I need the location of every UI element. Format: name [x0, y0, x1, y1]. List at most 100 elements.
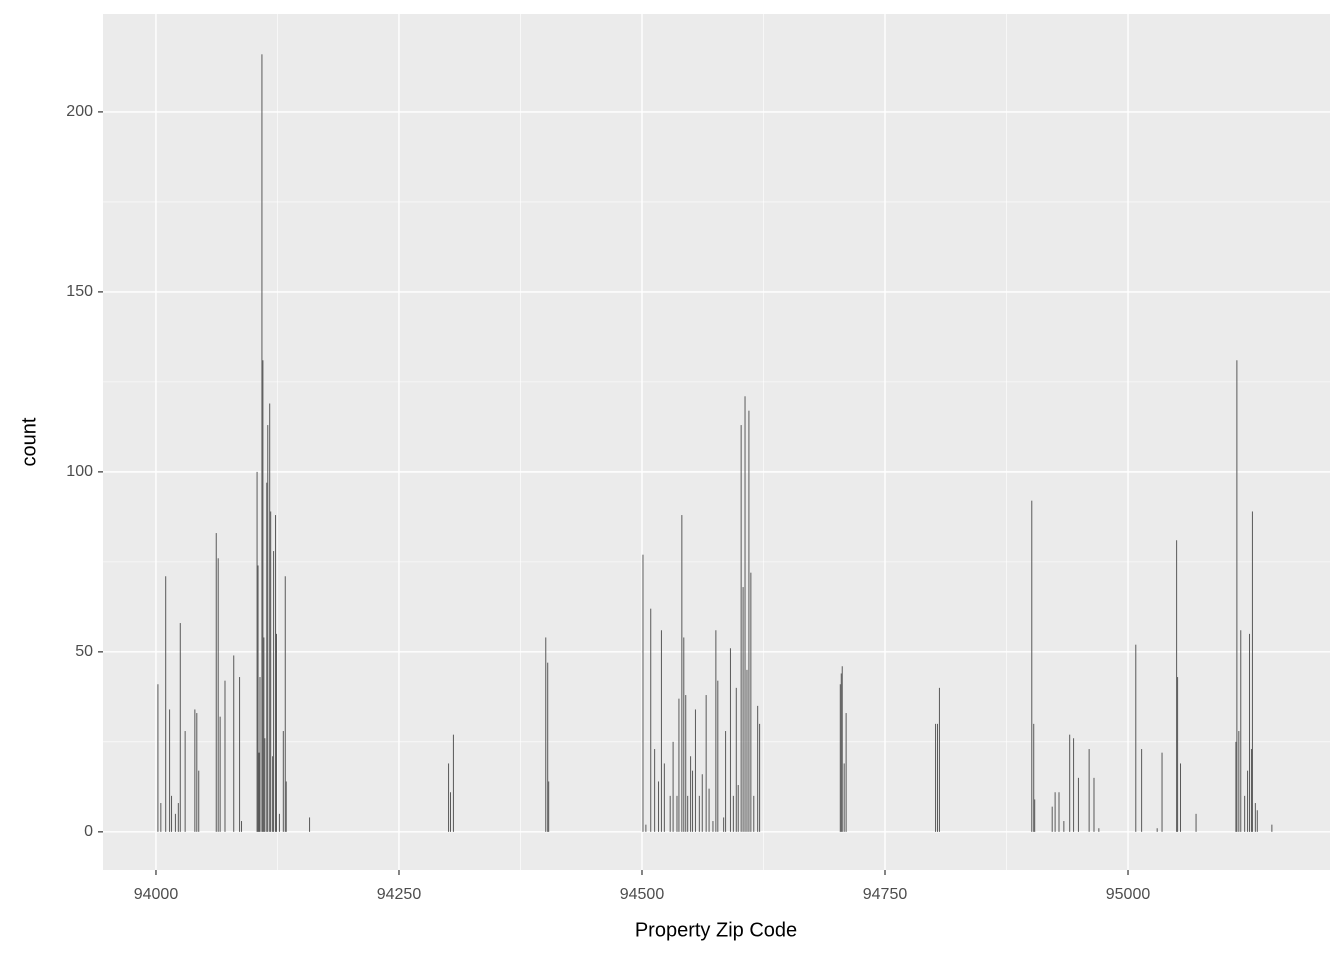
bar	[744, 396, 746, 832]
bar	[1069, 734, 1071, 832]
bar	[843, 763, 845, 832]
bar	[157, 684, 159, 832]
bar	[729, 648, 731, 832]
bar	[1051, 806, 1053, 832]
bar	[165, 576, 167, 832]
bar	[194, 709, 196, 832]
bar	[1235, 741, 1237, 832]
bar	[275, 515, 277, 832]
bar	[1250, 749, 1252, 832]
bar	[1077, 777, 1079, 832]
bar	[198, 770, 200, 832]
bar	[1271, 824, 1273, 832]
bar	[642, 554, 644, 832]
bar	[1256, 810, 1258, 832]
bar	[278, 813, 280, 832]
x-tick-label: 95000	[1106, 886, 1151, 903]
bar	[224, 680, 226, 832]
bar	[740, 425, 742, 832]
bar	[681, 515, 683, 832]
bar	[282, 731, 284, 832]
bar	[258, 752, 260, 832]
bar	[660, 630, 662, 832]
bar	[219, 716, 221, 832]
bar	[692, 770, 694, 832]
bar	[196, 713, 198, 832]
bar	[1063, 821, 1065, 832]
bar	[712, 821, 714, 832]
bar	[1249, 633, 1251, 832]
bar	[262, 360, 264, 832]
bar	[698, 795, 700, 832]
bar	[266, 482, 268, 832]
bar	[759, 723, 761, 832]
bar	[184, 731, 186, 832]
x-axis-title: Property Zip Code	[635, 919, 797, 941]
bar	[683, 637, 685, 832]
bar	[1088, 749, 1090, 832]
bar	[177, 803, 179, 832]
bar	[650, 608, 652, 832]
bar	[284, 576, 286, 832]
bar	[545, 637, 547, 832]
bar	[672, 741, 674, 832]
bar	[663, 763, 665, 832]
x-tick-label: 94000	[134, 886, 179, 903]
bar	[708, 788, 710, 832]
bar	[1058, 792, 1060, 832]
bar	[748, 410, 750, 832]
bar	[1135, 644, 1137, 832]
bar	[839, 684, 841, 832]
bar	[750, 572, 752, 832]
bar	[723, 817, 725, 832]
bars	[157, 54, 1273, 832]
bar	[746, 669, 748, 832]
x-tick-label: 94750	[863, 886, 908, 903]
bar	[1177, 677, 1179, 832]
bar	[701, 774, 703, 832]
bar	[257, 565, 259, 832]
bar	[261, 54, 263, 832]
bar	[1093, 777, 1095, 832]
bar	[1254, 803, 1256, 832]
bar	[676, 795, 678, 832]
bar	[1034, 799, 1036, 832]
bar	[1073, 738, 1075, 832]
bar	[685, 695, 687, 832]
bar	[687, 795, 689, 832]
bar	[1054, 792, 1056, 832]
x-tick-label: 94500	[620, 886, 665, 903]
bar	[1161, 752, 1163, 832]
bar	[272, 756, 274, 832]
bar	[717, 680, 719, 832]
bar	[169, 709, 171, 832]
bar	[259, 677, 261, 832]
bar	[1236, 360, 1238, 832]
bar	[256, 471, 258, 832]
bar	[1247, 770, 1249, 832]
bar	[737, 785, 739, 832]
bar	[452, 734, 454, 832]
bar	[658, 781, 660, 832]
bar	[448, 763, 450, 832]
bar	[705, 695, 707, 832]
bar	[548, 781, 550, 832]
y-tick-label: 0	[84, 823, 93, 840]
bar	[1176, 540, 1178, 832]
bar	[239, 677, 241, 832]
bar	[678, 698, 680, 832]
panel-background	[103, 14, 1330, 870]
bar	[1238, 731, 1240, 832]
bar	[179, 623, 181, 832]
grid	[103, 14, 1330, 870]
bar	[217, 558, 219, 832]
bar	[841, 666, 843, 832]
bar	[264, 738, 266, 832]
bar	[270, 511, 272, 832]
bar	[309, 817, 311, 832]
y-axis-title: count	[18, 417, 40, 466]
bar	[450, 792, 452, 832]
bar	[233, 655, 235, 832]
